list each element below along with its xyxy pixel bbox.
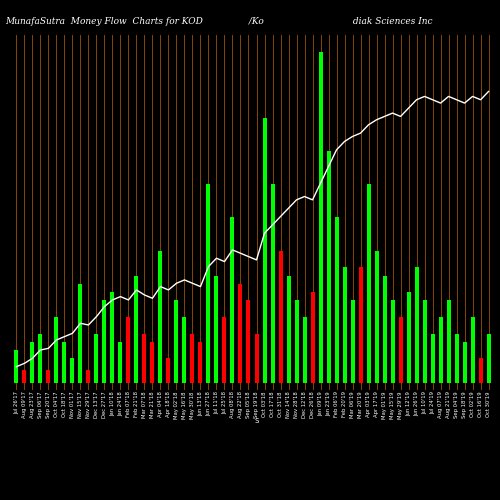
Bar <box>158 250 162 384</box>
Bar <box>166 358 170 384</box>
Bar <box>78 284 82 384</box>
Bar <box>446 300 450 384</box>
Bar <box>94 334 98 384</box>
Bar <box>390 300 394 384</box>
Bar <box>54 317 58 384</box>
Bar <box>22 370 26 384</box>
Bar <box>62 342 66 384</box>
Bar <box>150 342 154 384</box>
Bar <box>230 218 234 384</box>
Bar <box>406 292 410 384</box>
Bar <box>486 334 490 384</box>
Bar <box>366 184 370 384</box>
Bar <box>334 218 338 384</box>
Bar <box>318 52 322 384</box>
Bar <box>310 292 314 384</box>
Bar <box>190 334 194 384</box>
Bar <box>70 358 74 384</box>
Bar <box>198 342 202 384</box>
Bar <box>382 276 386 384</box>
Bar <box>214 276 218 384</box>
Bar <box>30 342 34 384</box>
Bar <box>38 334 42 384</box>
Bar <box>102 300 106 384</box>
Bar <box>398 317 402 384</box>
Bar <box>134 276 138 384</box>
Bar <box>142 334 146 384</box>
Bar <box>374 250 378 384</box>
Bar <box>222 317 226 384</box>
Text: S: S <box>254 418 258 424</box>
Bar <box>358 267 362 384</box>
Bar <box>126 317 130 384</box>
Bar <box>294 300 298 384</box>
Text: MunafaSutra  Money Flow  Charts for KOD                /Ko                      : MunafaSutra Money Flow Charts for KOD /K… <box>5 18 432 26</box>
Bar <box>302 317 306 384</box>
Bar <box>342 267 346 384</box>
Bar <box>46 370 50 384</box>
Bar <box>86 370 90 384</box>
Bar <box>438 317 442 384</box>
Bar <box>174 300 178 384</box>
Bar <box>462 342 466 384</box>
Bar <box>278 250 282 384</box>
Bar <box>326 151 330 384</box>
Bar <box>14 350 18 384</box>
Bar <box>286 276 290 384</box>
Bar <box>238 284 242 384</box>
Bar <box>478 358 482 384</box>
Bar <box>262 118 266 384</box>
Bar <box>414 267 418 384</box>
Bar <box>430 334 434 384</box>
Bar <box>246 300 250 384</box>
Bar <box>270 184 274 384</box>
Bar <box>350 300 354 384</box>
Bar <box>422 300 426 384</box>
Bar <box>254 334 258 384</box>
Bar <box>110 292 114 384</box>
Bar <box>470 317 474 384</box>
Bar <box>118 342 122 384</box>
Bar <box>206 184 210 384</box>
Bar <box>182 317 186 384</box>
Bar <box>454 334 458 384</box>
